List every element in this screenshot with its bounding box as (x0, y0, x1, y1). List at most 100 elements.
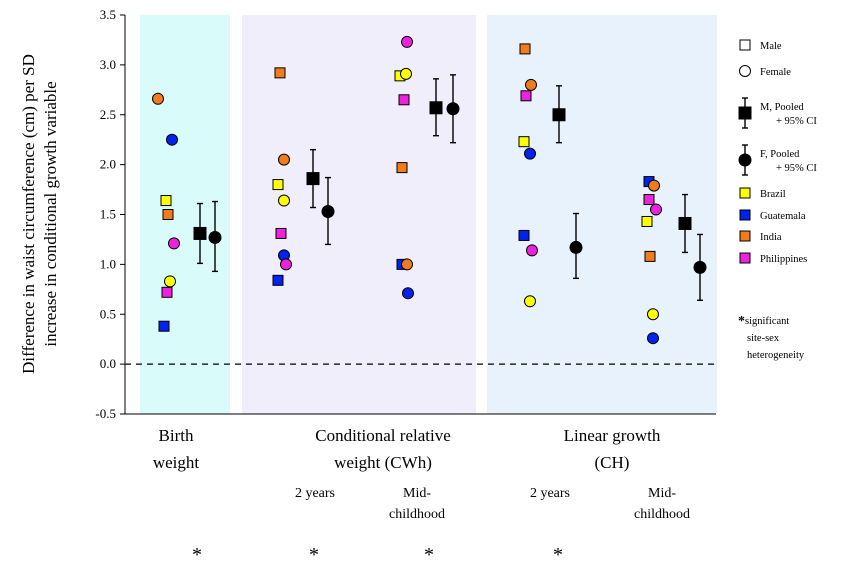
point-cwh-mid-childhood-india-male (396, 162, 408, 174)
panel-birth-weight (140, 15, 230, 414)
point-birth-weight-india-female (152, 92, 164, 105)
legend-item-india: India (739, 230, 782, 243)
legend-item-male: Male (739, 39, 782, 52)
sub-label-ch-mid-childhood: childhood (634, 507, 690, 522)
legend-label-f-pooled: F, Pooled (760, 149, 800, 160)
point-birth-weight-guatemala-female (166, 133, 178, 146)
point-birth-weight-philippines-male (161, 286, 173, 298)
legend-label-guatemala: Guatemala (760, 211, 806, 222)
pooled-cwh-mid-childhood-female (446, 102, 460, 116)
legend-label-significant: site-sex (747, 333, 780, 344)
point-ch-mid-childhood-brazil-female (647, 308, 659, 321)
point-cwh-2-years-philippines-male (275, 227, 287, 239)
legend-label-f-pooled: + 95% CI (776, 163, 817, 174)
pooled-cwh-mid-childhood-male (429, 101, 443, 115)
point-ch-mid-childhood-guatemala-female (647, 332, 659, 345)
point-ch-mid-childhood-india-female (648, 179, 660, 192)
group-label-cwh: weight (CWh) (334, 453, 432, 472)
y-tick-label: 3.0 (100, 57, 116, 72)
legend-item-guatemala: Guatemala (739, 209, 806, 222)
point-cwh-2-years-brazil-male (272, 179, 284, 191)
sub-label-cwh-mid-childhood: Mid- (403, 486, 431, 501)
pooled-ch-mid-childhood-male (678, 216, 692, 230)
point-birth-weight-brazil-male (160, 195, 172, 207)
legend-item-f-pooled: F, Pooled + 95% CI (738, 144, 817, 176)
sub-label-ch-2-years: 2 years (530, 486, 570, 501)
point-cwh-2-years-india-male (274, 67, 286, 79)
group-label-birth-weight: weight (153, 453, 200, 472)
y-tick-label: 1.5 (100, 207, 116, 222)
point-ch-2-years-guatemala-female (524, 147, 536, 160)
significance-asterisk-cwh-mid-childhood: * (424, 544, 434, 562)
panel-conditional-relative-weight (242, 15, 476, 414)
significance-asterisk-cwh-2-years: * (309, 544, 319, 562)
legend-item-significant: * significant site-sex heterogeneity (738, 314, 805, 361)
y-tick-label: -0.5 (95, 406, 116, 421)
point-ch-2-years-india-female (525, 78, 537, 91)
sub-label-cwh-mid-childhood: childhood (389, 507, 445, 522)
legend-marker-india (739, 230, 751, 242)
point-ch-2-years-brazil-female (524, 295, 536, 308)
point-cwh-2-years-india-female (278, 153, 290, 166)
point-cwh-2-years-philippines-female (280, 258, 292, 271)
legend-marker-philippines (739, 252, 751, 264)
legend-label-brazil: Brazil (760, 189, 786, 200)
y-tick-label: 0.5 (100, 306, 116, 321)
legend-marker-male (739, 39, 751, 51)
y-axis-title-line1: Difference in waist circumference (cm) p… (19, 54, 38, 374)
y-tick-label: 2.0 (100, 157, 116, 172)
legend-label-m-pooled: + 95% CI (776, 116, 817, 127)
legend-label-m-pooled: M, Pooled (760, 102, 805, 113)
legend-item-m-pooled: M, Pooled + 95% CI (738, 97, 817, 129)
y-axis-title-line2: increase in conditional growth variable (41, 81, 60, 346)
legend-marker-female (739, 65, 751, 77)
group-label-ch: Linear growth (564, 426, 661, 445)
sub-label-ch-mid-childhood: Mid- (648, 486, 676, 501)
point-birth-weight-philippines-female (168, 237, 180, 250)
legend-label-india: India (760, 232, 782, 243)
pooled-birth-weight-female (208, 230, 222, 244)
legend-marker-guatemala (739, 209, 751, 221)
y-tick-label: 2.5 (100, 107, 116, 122)
point-cwh-mid-childhood-guatemala-female (402, 287, 414, 300)
point-birth-weight-brazil-female (164, 275, 176, 288)
legend-label-significant: significant (745, 316, 789, 327)
point-cwh-mid-childhood-philippines-female (401, 35, 413, 48)
point-ch-mid-childhood-philippines-male (643, 194, 655, 206)
pooled-cwh-2-years-male (306, 172, 320, 186)
panel-linear-growth (487, 15, 717, 414)
point-cwh-2-years-guatemala-male (272, 274, 284, 286)
point-cwh-mid-childhood-philippines-male (398, 94, 410, 106)
point-ch-mid-childhood-india-male (644, 250, 656, 262)
point-ch-2-years-philippines-female (526, 244, 538, 257)
point-cwh-mid-childhood-brazil-female (400, 67, 412, 80)
y-tick-label: 0.0 (100, 356, 116, 371)
pooled-cwh-2-years-female (321, 205, 335, 219)
point-ch-2-years-brazil-male (518, 136, 530, 148)
point-ch-2-years-india-male (519, 43, 531, 55)
legend-item-female: Female (739, 65, 791, 78)
point-cwh-2-years-brazil-female (278, 194, 290, 207)
legend-label-philippines: Philippines (760, 254, 807, 265)
point-ch-2-years-guatemala-male (518, 229, 530, 241)
legend-marker-m-pooled (738, 106, 752, 120)
legend-label-female: Female (760, 67, 791, 78)
point-birth-weight-guatemala-male (158, 320, 170, 332)
point-ch-mid-childhood-brazil-male (641, 215, 653, 227)
y-tick-label: 1.0 (100, 256, 116, 271)
point-birth-weight-india-male (162, 209, 174, 220)
y-tick-label: 3.5 (100, 7, 116, 22)
point-cwh-mid-childhood-india-female (401, 258, 413, 271)
group-label-ch: (CH) (595, 453, 630, 472)
group-label-cwh: Conditional relative (315, 426, 451, 445)
significance-asterisk-ch-2-years: * (553, 544, 563, 562)
group-label-birth-weight: Birth (159, 426, 194, 445)
legend-marker-f-pooled (738, 153, 752, 167)
legend-marker-brazil (739, 187, 751, 199)
legend-item-philippines: Philippines (739, 252, 807, 265)
pooled-birth-weight-male (193, 226, 207, 240)
pooled-ch-mid-childhood-female (693, 260, 707, 274)
sub-label-cwh-2-years: 2 years (295, 486, 335, 501)
pooled-ch-2-years-male (552, 108, 566, 122)
